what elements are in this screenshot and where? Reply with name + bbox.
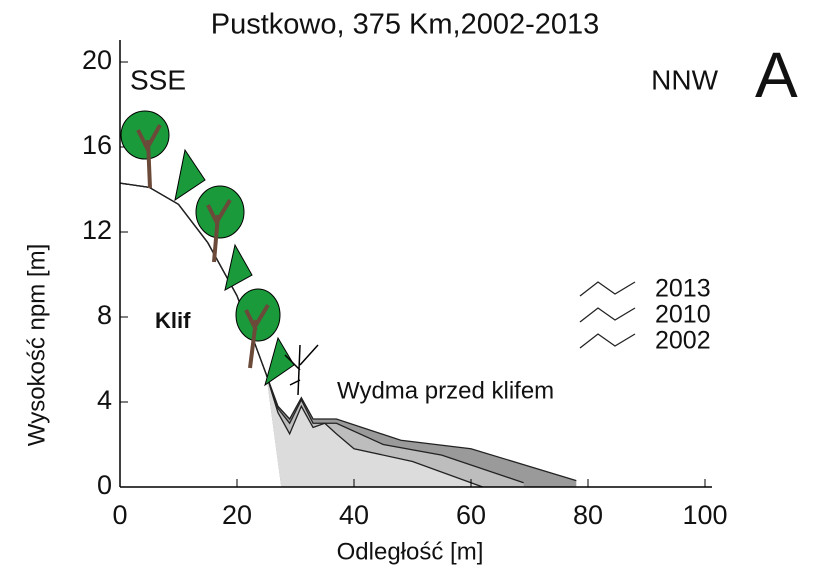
chart-title: Pustkowo, 375 Km,2002-2013 — [211, 9, 600, 41]
legend-symbol — [579, 333, 636, 349]
x-tick-label: 40 — [339, 500, 369, 530]
legend-label: 2002 — [655, 327, 711, 355]
annotation: Wydma przed klifem — [337, 377, 554, 404]
x-tick-label: 0 — [112, 500, 127, 530]
profile-line — [119, 182, 483, 488]
y-tick-label: 16 — [82, 130, 112, 160]
annotation: SSE — [130, 64, 186, 95]
annotation: Klif — [155, 308, 191, 333]
area-fill — [266, 374, 483, 487]
legend-symbol — [579, 281, 636, 297]
x-tick-label: 20 — [222, 500, 252, 530]
vegetation — [120, 110, 319, 396]
legend-label: 2010 — [655, 301, 711, 329]
annotation: NNW — [651, 64, 718, 95]
panel-letter: A — [755, 39, 798, 111]
x-axis-label: Odległość [m] — [337, 538, 484, 565]
y-tick-label: 20 — [82, 45, 112, 75]
x-tick-label: 60 — [456, 500, 486, 530]
x-tick-label: 80 — [573, 500, 603, 530]
y-axis-label: Wysokość npm [m] — [23, 244, 50, 447]
y-tick-label: 4 — [97, 385, 112, 415]
legend-symbol — [579, 307, 636, 323]
x-tick-label: 100 — [682, 500, 727, 530]
legend-label: 2013 — [655, 275, 711, 303]
y-tick-label: 8 — [97, 300, 112, 330]
y-tick-label: 0 — [97, 470, 112, 500]
y-tick-label: 12 — [82, 215, 112, 245]
